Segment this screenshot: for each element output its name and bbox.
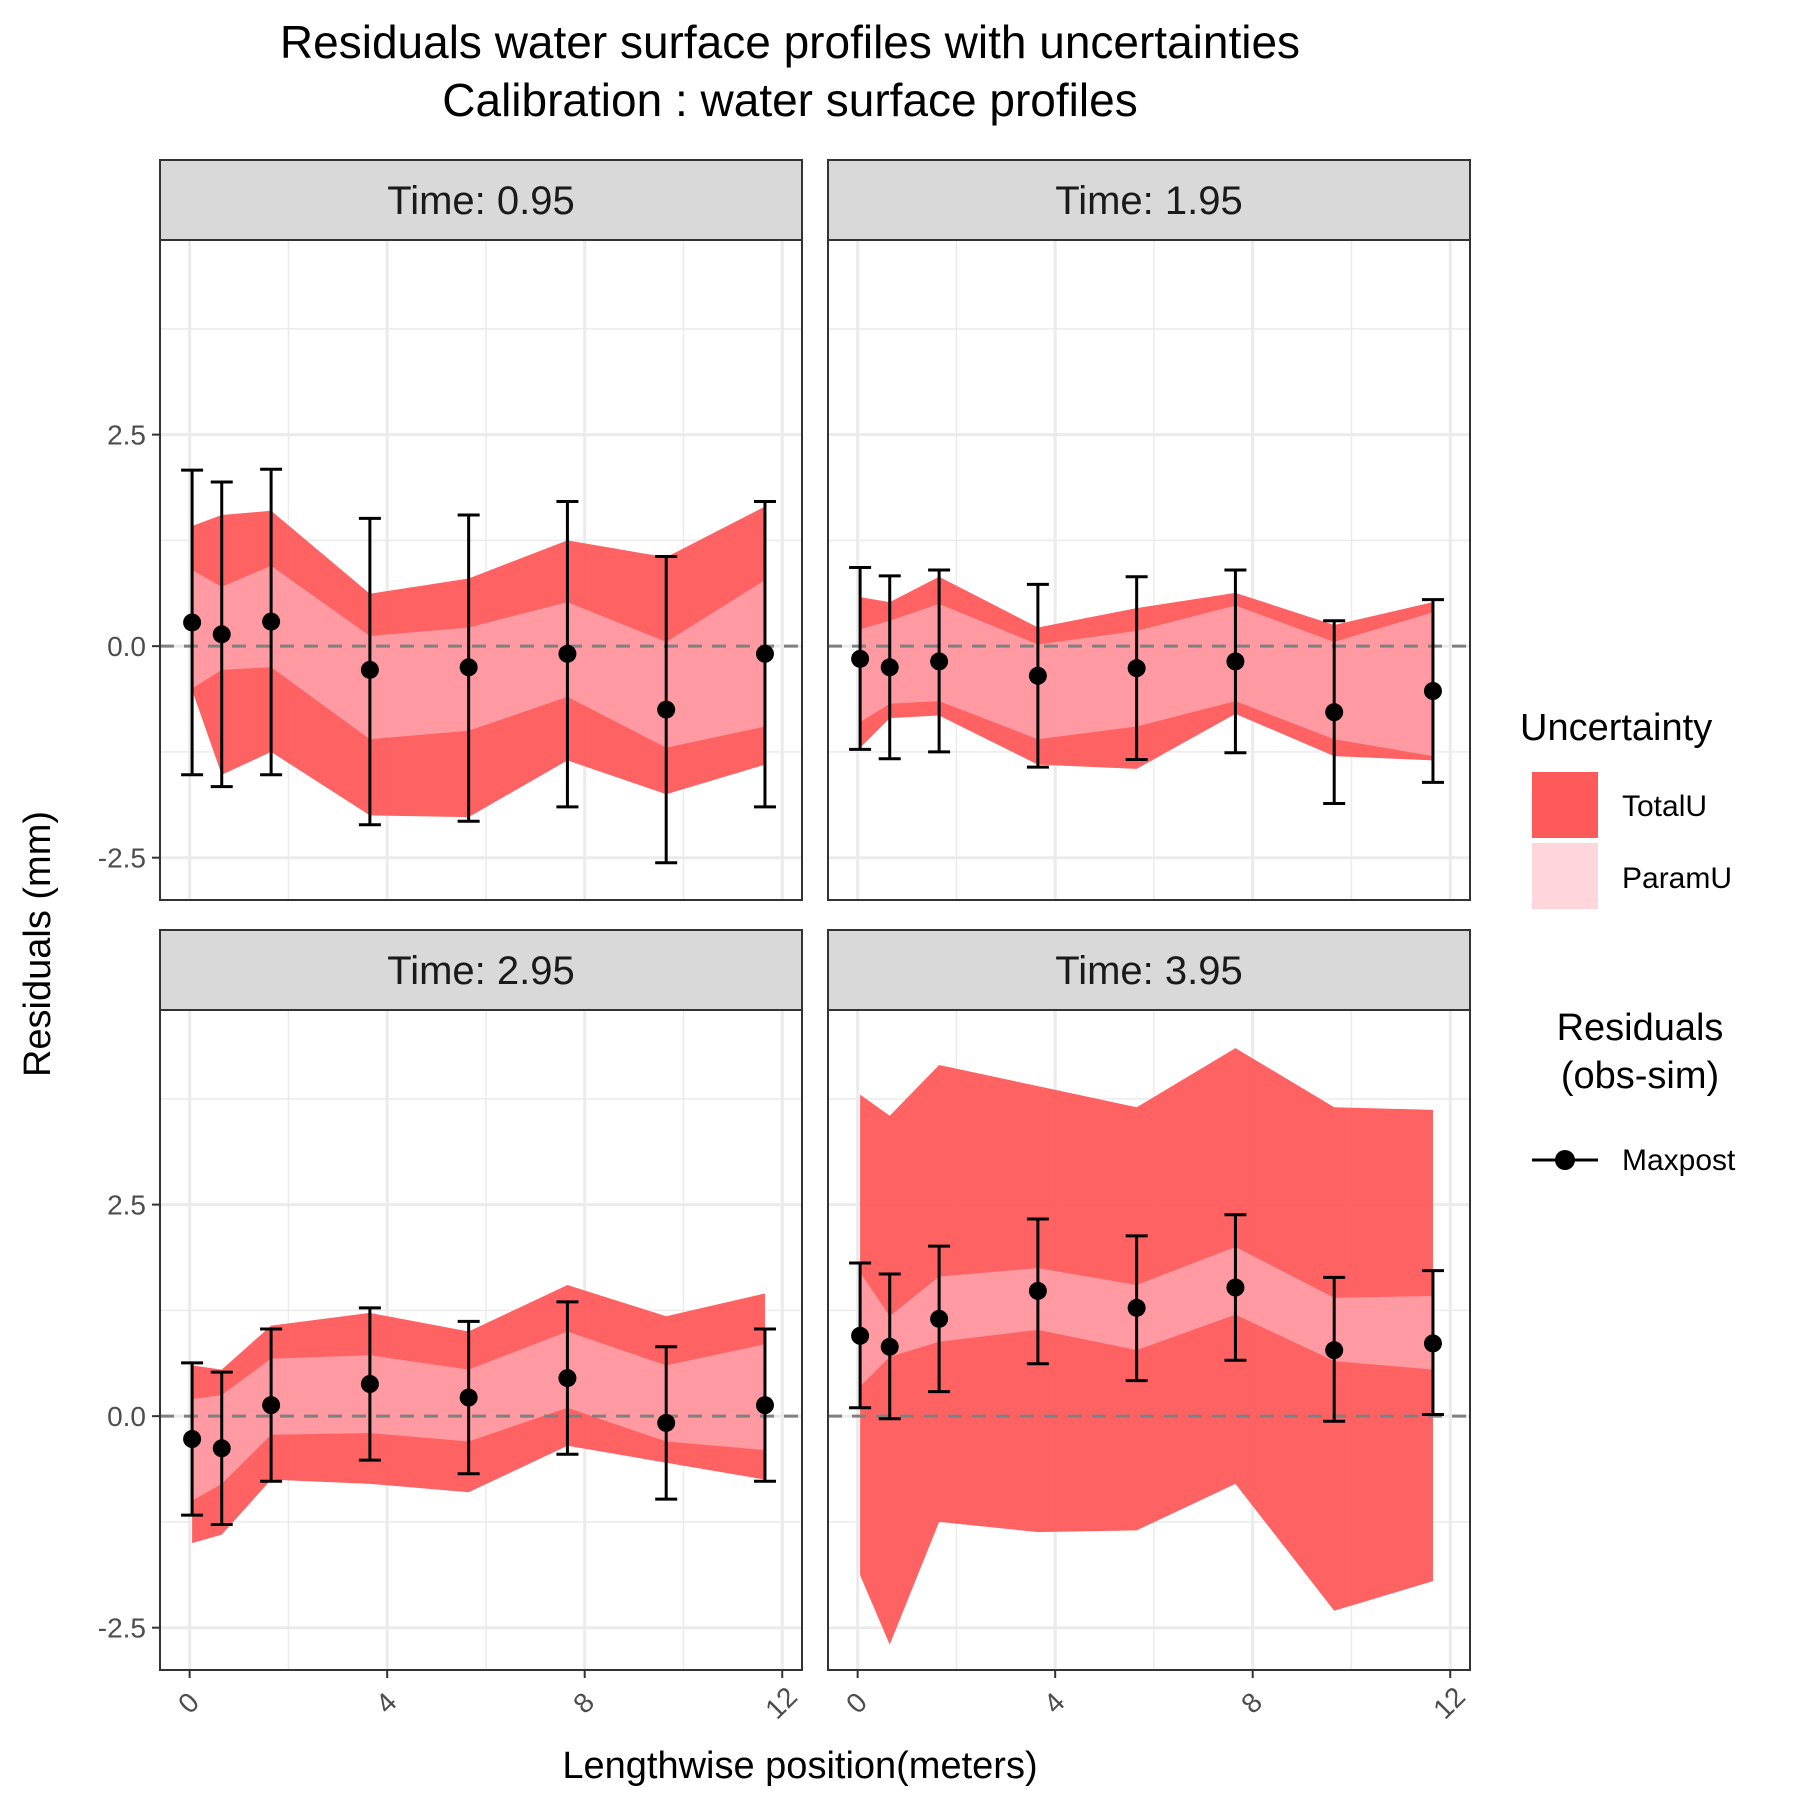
chart-title: Residuals water surface profiles with un…	[280, 16, 1300, 68]
maxpost-point	[1325, 703, 1344, 722]
maxpost-point	[183, 613, 202, 632]
chart-subtitle: Calibration : water surface profiles	[442, 74, 1137, 126]
maxpost-point	[657, 1413, 676, 1432]
maxpost-point	[1127, 659, 1146, 678]
x-tick-label: 12	[759, 1681, 803, 1725]
paramu-ribbon	[192, 565, 765, 748]
y-tick-label: 2.5	[107, 1190, 146, 1221]
panel-border	[159, 239, 803, 901]
legend-paramu-label: ParamU	[1622, 862, 1732, 895]
maxpost-point	[930, 652, 949, 671]
facet-strip-label: Time: 2.95	[387, 949, 574, 993]
facet-strip	[159, 159, 803, 241]
x-axis-label: Lengthwise position(meters)	[562, 1745, 1037, 1787]
maxpost-point	[1423, 682, 1442, 700]
panel-background	[828, 240, 1470, 900]
x-tick-label: 0	[172, 1686, 205, 1719]
facet-strip-label: Time: 0.95	[387, 179, 574, 223]
maxpost-point	[1226, 652, 1245, 671]
maxpost-point	[930, 1309, 949, 1328]
legend-maxpost-label: Maxpost	[1622, 1144, 1736, 1177]
maxpost-point	[755, 1396, 774, 1415]
facet-panels: Time: 0.95 -2.5 0.0 2.5 Time: 1.95 Time: 2.95…	[98, 159, 1471, 1725]
maxpost-point	[558, 1369, 577, 1388]
panel-border	[159, 1009, 803, 1671]
legend-residuals-title: Residuals	[1557, 1007, 1724, 1049]
maxpost-point	[1127, 1298, 1146, 1317]
maxpost-point	[851, 649, 870, 668]
paramu-ribbon	[860, 1246, 1433, 1387]
facet-panel-3: Time: 2.95 -2.5 0.0 2.5 0 4 8 12	[98, 929, 803, 1725]
x-tick-label: 8	[567, 1686, 600, 1719]
y-tick-label: 2.5	[107, 420, 146, 451]
facet-panel-1: Time: 0.95 -2.5 0.0 2.5	[98, 159, 803, 901]
maxpost-point	[1423, 1334, 1442, 1353]
facet-panel-4: Time: 3.95 0 4 8 12	[827, 929, 1471, 1725]
maxpost-point	[755, 644, 774, 663]
maxpost-point	[360, 1375, 379, 1393]
maxpost-point	[1028, 666, 1047, 685]
maxpost-point	[212, 1439, 231, 1458]
maxpost-point	[1028, 1281, 1047, 1300]
legend-totalu-key	[1532, 772, 1598, 838]
maxpost-point	[360, 660, 379, 679]
facet-strip	[827, 159, 1471, 241]
maxpost-point	[1325, 1341, 1344, 1360]
x-tick-label: 12	[1427, 1681, 1471, 1725]
legend-residuals-subtitle: (obs-sim)	[1561, 1055, 1719, 1097]
maxpost-point	[1226, 1278, 1245, 1297]
maxpost-point	[558, 644, 577, 663]
maxpost-point	[183, 1430, 202, 1448]
y-axis-label: Residuals (mm)	[17, 811, 59, 1077]
panel-border	[827, 1009, 1471, 1671]
x-tick-label: 0	[840, 1686, 873, 1719]
maxpost-point	[262, 612, 281, 631]
y-tick-label: -2.5	[98, 843, 146, 874]
maxpost-point	[262, 1396, 281, 1415]
y-tick-label: -2.5	[98, 1613, 146, 1644]
maxpost-point	[851, 1326, 870, 1345]
maxpost-point	[459, 658, 478, 677]
y-tick-label: 0.0	[107, 631, 146, 662]
legend: Uncertainty TotalU ParamU Residuals (obs…	[1520, 707, 1736, 1177]
y-tick-label: 0.0	[107, 1401, 146, 1432]
legend-uncertainty-title: Uncertainty	[1520, 707, 1712, 749]
facet-strip-label: Time: 3.95	[1055, 949, 1242, 993]
legend-totalu-label: TotalU	[1622, 790, 1707, 823]
maxpost-point	[212, 625, 231, 644]
legend-maxpost-point	[1555, 1150, 1575, 1170]
paramu-ribbon	[860, 603, 1433, 757]
panel-border	[827, 239, 1471, 901]
x-tick-label: 4	[370, 1686, 403, 1719]
facet-strip-label: Time: 1.95	[1055, 179, 1242, 223]
maxpost-point	[880, 1337, 899, 1356]
x-tick-label: 4	[1038, 1686, 1071, 1719]
legend-paramu-key	[1532, 843, 1598, 909]
facet-strip	[827, 929, 1471, 1011]
maxpost-point	[880, 658, 899, 677]
facet-panel-2: Time: 1.95	[827, 159, 1471, 901]
x-tick-label: 8	[1235, 1686, 1268, 1719]
facet-strip	[159, 929, 803, 1011]
maxpost-point	[657, 700, 676, 719]
maxpost-point	[459, 1388, 478, 1407]
